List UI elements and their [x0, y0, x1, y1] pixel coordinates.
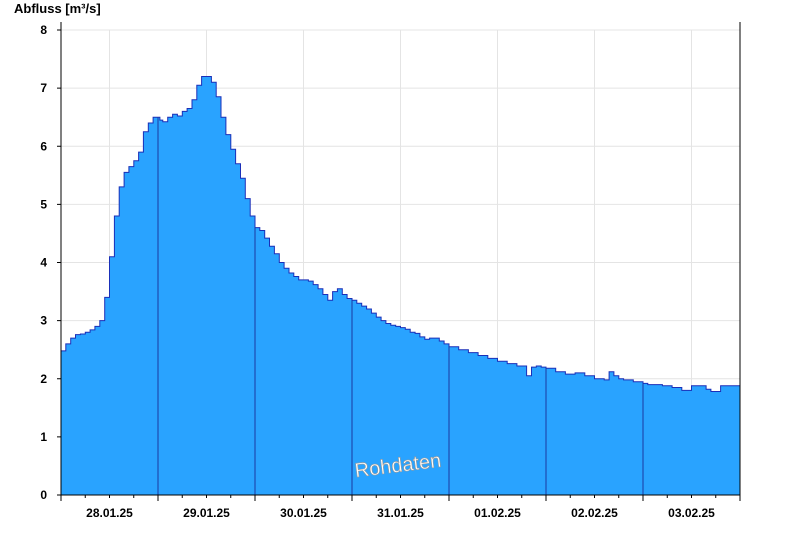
- x-tick-label: 01.02.25: [474, 506, 521, 520]
- y-tick-label: 2: [40, 372, 47, 386]
- y-tick-labels: 0 1 2 3 4 5 6 7 8: [40, 23, 47, 502]
- y-tick-label: 7: [40, 81, 47, 95]
- y-tick-label: 0: [40, 488, 47, 502]
- y-tick-label: 4: [40, 256, 47, 270]
- day-divider-lines: [157, 117, 644, 495]
- x-tick-label: 03.02.25: [668, 506, 715, 520]
- discharge-line: [61, 76, 741, 392]
- y-tick-label: 1: [40, 430, 47, 444]
- x-tick-labels: 28.01.25 29.01.25 30.01.25 31.01.25 01.02.25…: [86, 506, 715, 520]
- x-tick-label: 30.01.25: [280, 506, 327, 520]
- axes: [57, 22, 741, 501]
- y-tick-label: 5: [40, 197, 47, 211]
- discharge-area-series: [61, 76, 741, 495]
- y-axis-title: Abfluss [m³/s]: [14, 1, 101, 16]
- discharge-area-fill: [61, 76, 740, 495]
- x-tick-label: 29.01.25: [183, 506, 230, 520]
- x-tick-label: 31.01.25: [377, 506, 424, 520]
- x-tick-label: 28.01.25: [86, 506, 133, 520]
- y-tick-label: 6: [40, 139, 47, 153]
- y-tick-label: 3: [40, 314, 47, 328]
- x-tick-label: 02.02.25: [571, 506, 618, 520]
- y-tick-label: 8: [40, 23, 47, 37]
